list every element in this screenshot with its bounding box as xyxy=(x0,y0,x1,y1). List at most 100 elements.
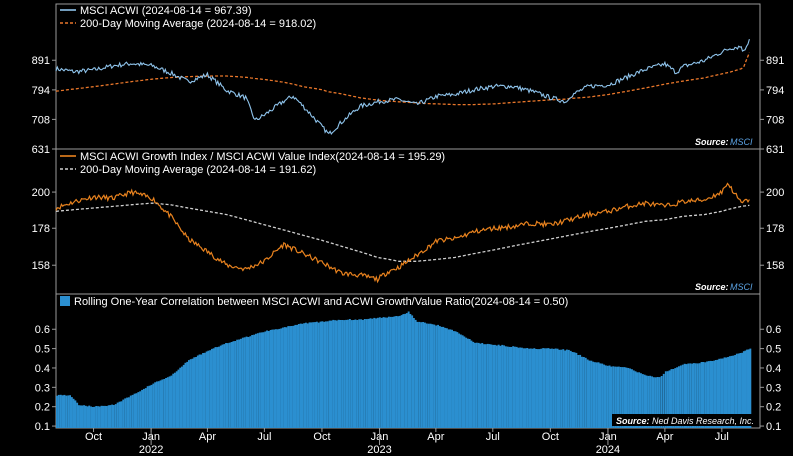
correlation-bar-1 xyxy=(57,394,60,428)
correlation-bar-60 xyxy=(165,378,167,428)
correlation-bar-348 xyxy=(689,363,692,428)
correlation-bar-227 xyxy=(467,338,469,428)
correlation-bar-203 xyxy=(424,322,426,428)
correlation-bar-286 xyxy=(573,352,576,428)
correlation-bar-316 xyxy=(629,368,631,428)
correlation-bar-169 xyxy=(362,319,364,428)
correlation-bar-104 xyxy=(243,337,246,428)
correlation-bar-101 xyxy=(238,339,240,428)
correlation-bar-157 xyxy=(339,320,342,428)
correlation-bar-79 xyxy=(198,354,201,428)
correlation-bar-40 xyxy=(128,397,130,428)
x-month-6: Apr xyxy=(427,431,444,443)
top-panel-y-ticks: 891 891 794 794 708 708 631 631 xyxy=(32,55,785,156)
correlation-bar-39 xyxy=(126,397,128,428)
correlation-bar-272 xyxy=(547,348,550,428)
correlation-bar-306 xyxy=(610,366,613,428)
correlation-bar-53 xyxy=(152,383,155,428)
correlation-bar-367 xyxy=(723,357,726,428)
correlation-bar-256 xyxy=(519,347,522,428)
correlation-bar-329 xyxy=(653,377,655,428)
correlation-bar-52 xyxy=(150,384,153,428)
correlation-bar-318 xyxy=(632,370,635,428)
correlation-bar-8 xyxy=(70,397,73,428)
correlation-bar-294 xyxy=(588,360,591,428)
correlation-bar-66 xyxy=(175,371,178,428)
correlation-bar-16 xyxy=(84,405,87,428)
correlation-bar-54 xyxy=(154,382,157,428)
correlation-bar-208 xyxy=(433,324,436,428)
correlation-bar-57 xyxy=(159,380,162,428)
bot-ytick-right-1: 0.5 xyxy=(766,344,781,356)
correlation-bar-263 xyxy=(531,348,534,428)
correlation-bar-356 xyxy=(704,362,707,428)
correlation-bar-280 xyxy=(562,349,565,428)
correlation-bar-61 xyxy=(166,377,169,428)
correlation-bar-69 xyxy=(181,366,183,428)
correlation-bar-260 xyxy=(526,348,529,428)
correlation-bar-154 xyxy=(334,320,336,428)
correlation-bar-175 xyxy=(373,317,376,428)
correlation-bar-41 xyxy=(129,395,132,428)
correlation-bar-247 xyxy=(503,345,505,428)
correlation-bar-11 xyxy=(76,402,79,428)
correlation-bar-114 xyxy=(262,332,265,428)
mid-ytick-right-1: 178 xyxy=(766,223,784,235)
correlation-bar-333 xyxy=(660,376,663,428)
correlation-bar-261 xyxy=(528,348,530,428)
correlation-bar-232 xyxy=(475,342,478,428)
correlation-bar-140 xyxy=(308,322,311,428)
correlation-bar-115 xyxy=(264,331,267,428)
correlation-bar-150 xyxy=(326,321,329,428)
correlation-bar-346 xyxy=(685,364,688,428)
correlation-bar-126 xyxy=(283,327,286,428)
correlation-bar-361 xyxy=(713,360,715,428)
correlation-bar-89 xyxy=(216,347,219,428)
correlation-bar-46 xyxy=(139,391,142,428)
correlation-bar-293 xyxy=(586,359,589,428)
correlation-bar-309 xyxy=(616,366,618,428)
correlation-bar-62 xyxy=(168,376,171,428)
correlation-bar-116 xyxy=(266,330,268,428)
correlation-bar-47 xyxy=(141,389,143,428)
correlation-bar-355 xyxy=(702,362,705,428)
correlation-bar-271 xyxy=(545,348,548,428)
correlation-bar-244 xyxy=(497,344,500,428)
correlation-bar-229 xyxy=(470,340,473,428)
correlation-bar-171 xyxy=(365,319,368,428)
correlation-bar-302 xyxy=(603,364,605,428)
top-source-label: Source: xyxy=(695,137,729,147)
top-ytick-left-3: 631 xyxy=(32,144,50,156)
correlation-bar-92 xyxy=(221,344,224,428)
correlation-bar-138 xyxy=(305,322,307,428)
correlation-bar-339 xyxy=(672,369,675,428)
correlation-bar-68 xyxy=(179,367,182,428)
correlation-bar-319 xyxy=(634,371,637,428)
correlation-bar-183 xyxy=(388,316,390,428)
correlation-bar-201 xyxy=(420,322,423,428)
correlation-bar-371 xyxy=(730,355,733,428)
correlation-bar-28 xyxy=(105,406,108,428)
bottom-panel-y-ticks: 0.6 0.6 0.5 0.5 0.4 0.4 0.3 0.3 0.2 0.2 0.1 0.1 xyxy=(35,324,782,433)
middle-panel-y-ticks: 200 200 178 178 158 158 xyxy=(32,187,785,272)
correlation-bar-376 xyxy=(739,353,742,428)
correlation-bar-12 xyxy=(77,405,80,428)
correlation-bar-130 xyxy=(290,326,293,428)
correlation-bar-42 xyxy=(131,394,134,428)
correlation-bar-165 xyxy=(354,319,357,428)
correlation-bar-48 xyxy=(143,388,145,428)
mid-ytick-left-2: 158 xyxy=(32,260,50,272)
correlation-bar-287 xyxy=(575,352,578,428)
correlation-bar-288 xyxy=(577,355,580,428)
correlation-bar-37 xyxy=(122,399,125,428)
bot-ytick-right-0: 0.6 xyxy=(766,324,781,336)
x-year-1: 2023 xyxy=(367,444,391,456)
correlation-bar-84 xyxy=(207,350,210,428)
correlation-bar-313 xyxy=(623,367,626,428)
correlation-bar-199 xyxy=(416,321,419,428)
correlation-bar-312 xyxy=(621,367,624,428)
correlation-bar-197 xyxy=(412,318,415,428)
correlation-bar-158 xyxy=(341,320,344,428)
correlation-bar-351 xyxy=(694,363,697,428)
